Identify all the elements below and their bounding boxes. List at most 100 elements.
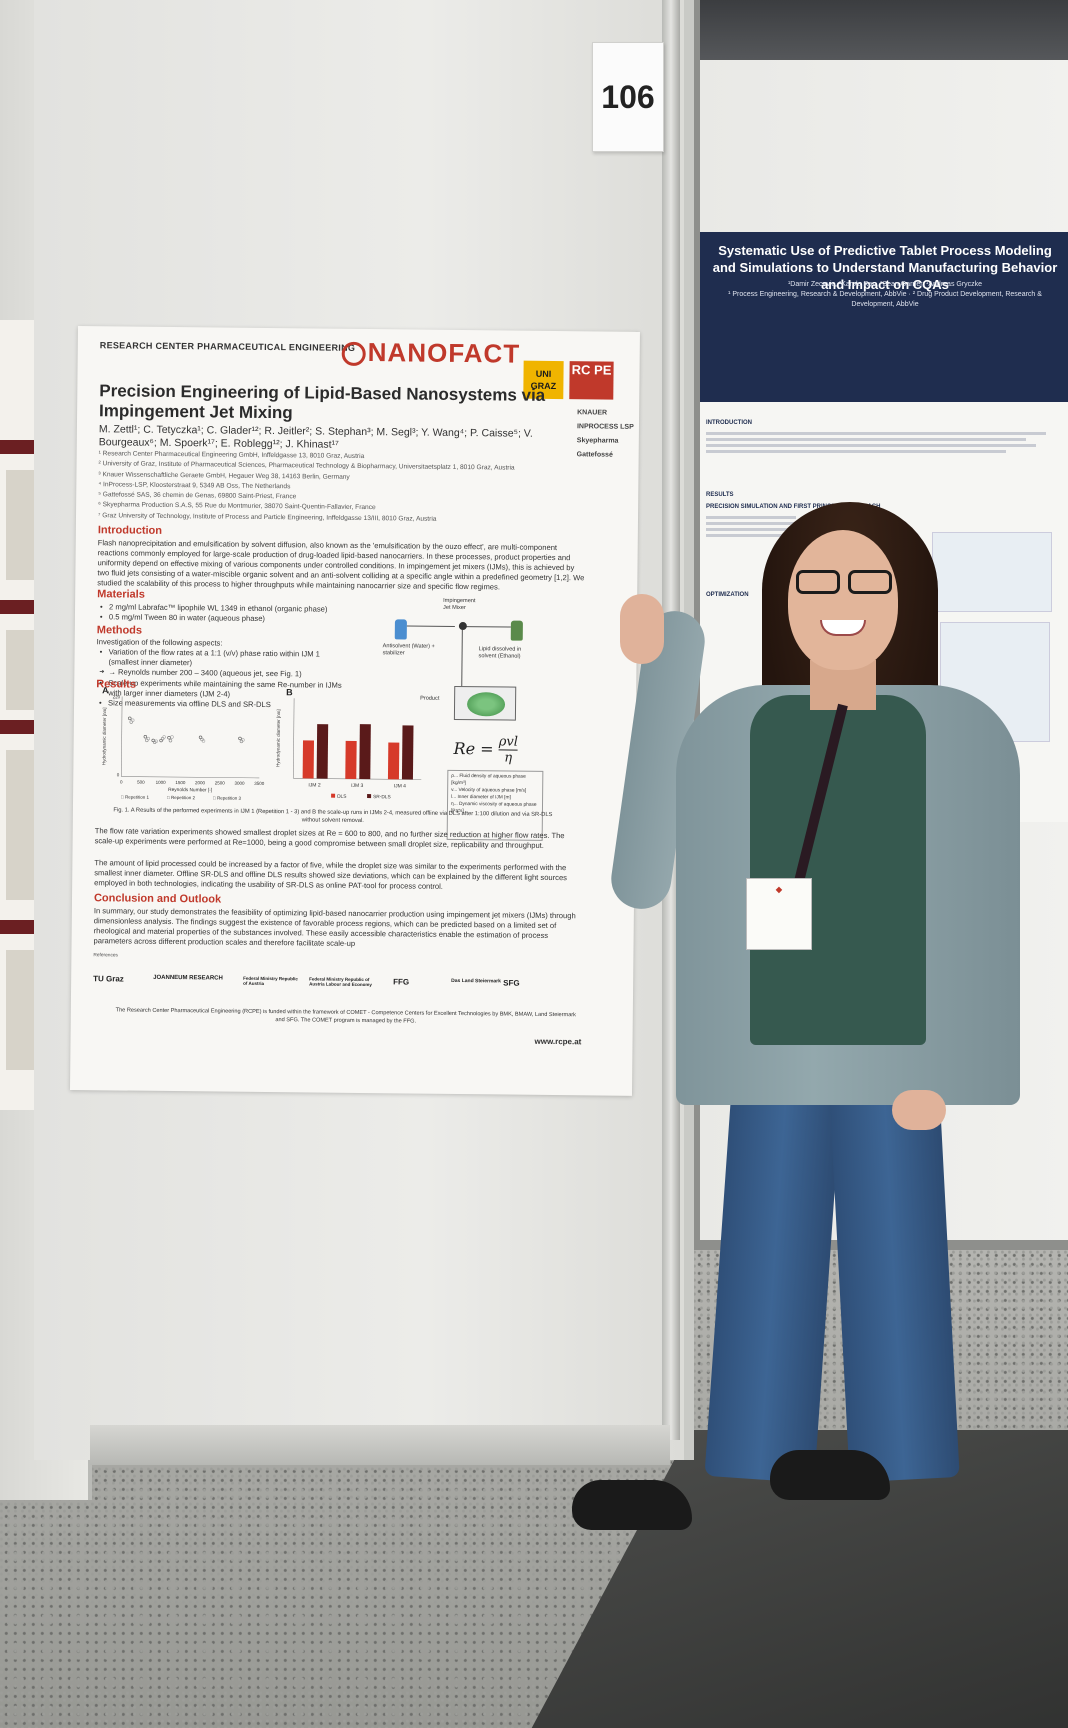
mixer-icon [458, 622, 467, 631]
right-poster-header: Systematic Use of Predictive Tablet Proc… [700, 232, 1068, 402]
x-tick-label: 2000 [195, 780, 206, 785]
materials-list: 2 mg/ml Labrafac™ lipophile WL 1349 in e… [97, 602, 347, 625]
legend-entry: □ Repetition 2 [167, 795, 196, 800]
footer-logo: Das Land Steiermark [451, 977, 501, 985]
x-tick-label: 0 [120, 779, 123, 784]
scatter-point [146, 736, 151, 741]
intro-text: Flash nanoprecipitation and emulsificati… [97, 538, 585, 592]
x-axis [293, 777, 422, 780]
y-tick-label: 0 [117, 772, 120, 777]
bar [345, 740, 357, 779]
right-neighbor-poster: Systematic Use of Predictive Tablet Proc… [700, 232, 1068, 822]
rcpe-logo: RC PE [569, 361, 614, 400]
scatter-point [159, 738, 163, 743]
ceiling [700, 0, 1068, 70]
legend-entry: □ Repetition 3 [213, 795, 242, 800]
figure-b-bar: B Hydrodynamic diameter [nm] IJM 2 IJM 3 IJM… [275, 687, 422, 800]
glasses-icon [794, 570, 894, 596]
right-poster-section: OPTIMIZATION [706, 592, 749, 598]
right-poster-figure [932, 532, 1052, 612]
main-poster: RESEARCH CENTER PHARMACEUTICAL ENGINEERI… [69, 326, 640, 1096]
scatter-point [160, 737, 165, 741]
product-dish [453, 685, 517, 721]
research-center-label: RESEARCH CENTER PHARMACEUTICAL ENGINEERI… [99, 340, 356, 353]
methods-heading: Methods [96, 624, 143, 637]
x-tick-label: 1000 [156, 780, 167, 785]
footer-logo: JOANNEUM RESEARCH [153, 974, 223, 982]
right-poster-section: INTRODUCTION [706, 420, 752, 426]
x-tick-label: 2500 [215, 780, 226, 785]
water-bottle-icon [394, 619, 407, 640]
x-tick-label: 1500 [175, 780, 186, 785]
scatter-point [241, 738, 245, 742]
name-badge: ◆ [746, 878, 812, 950]
legend-entry: DLS [337, 794, 346, 800]
bar [401, 725, 414, 780]
scatter-point [162, 735, 166, 739]
left-hand [620, 594, 664, 664]
partner-logo: KNAUER [577, 409, 608, 417]
poster-title: Precision Engineering of Lipid-Based Nan… [99, 381, 546, 423]
scatter-point [154, 739, 158, 743]
legend-entry: SR-DLS [373, 794, 391, 800]
schematic-label: Impingement Jet Mixer [443, 597, 476, 612]
ethanol-bottle-icon [510, 620, 523, 641]
partner-logo: Skyepharma [576, 437, 619, 445]
funding-note: The Research Center Pharmaceutical Engin… [115, 1007, 577, 1025]
schematic-label: Lipid dissolved in solvent (Ethanol) [478, 646, 522, 660]
right-poster-section: PRECISION SIMULATION AND FIRST PRINCIPLE… [706, 504, 881, 510]
bar [316, 724, 329, 779]
partner-logo: Gattefossé [576, 451, 613, 459]
figure-a-scatter: A 0 500 1000 1500 2000 2500 3000 3500 Reynolds Nu… [101, 685, 265, 800]
scatter-point [168, 738, 173, 743]
footer-logos: TU Graz JOANNEUM RESEARCH Federal Minist… [93, 974, 613, 1003]
footer-logo: Federal Ministry Republic of Austria Lab… [309, 976, 372, 988]
bar [359, 724, 371, 780]
materials-heading: Materials [97, 588, 145, 601]
x-tick-label: IJM 4 [394, 783, 407, 789]
list-item: Variation of the flow rates at a 1:1 (v/… [96, 647, 346, 670]
footer-logo: SFG [503, 978, 520, 988]
right-poster-title: Systematic Use of Predictive Tablet Proc… [712, 243, 1058, 292]
bar [302, 740, 315, 779]
scatter-point [128, 716, 132, 721]
legend-entry: □ Repetition 1 [121, 794, 150, 799]
x-axis [121, 776, 260, 779]
booth-number: 106 [601, 78, 655, 115]
references: References [93, 953, 118, 959]
partner-logo: INPROCESS LSP [576, 423, 634, 431]
chart-a-title: A [102, 685, 109, 695]
scatter-point [143, 735, 148, 739]
x-tick-label: 500 [137, 780, 145, 785]
board-base [90, 1425, 670, 1465]
scatter-point [129, 720, 133, 724]
scatter-point [167, 736, 171, 740]
intro-heading: Introduction [97, 524, 163, 537]
scatter-point [151, 738, 155, 743]
x-tick-label: 3500 [254, 781, 265, 786]
presenter-person: ◆ [570, 490, 1050, 1570]
x-axis-label: Reynolds Number [-] [168, 787, 212, 793]
reynolds-formula: Re = ρvl η [453, 734, 519, 766]
nanofact-logo: NANOFACT [341, 337, 520, 370]
y-axis [120, 696, 123, 777]
face [788, 530, 898, 670]
figure-caption: Fig. 1. A Results of the performed exper… [113, 807, 553, 825]
poster-affiliations: ¹ Research Center Pharmaceutical Enginee… [97, 450, 515, 523]
x-tick-label: IJM 2 [308, 782, 321, 788]
y-axis-label: Hydrodynamic diameter [nm] [101, 708, 107, 766]
scatter-point [131, 718, 135, 722]
footer-logo: FFG [393, 977, 410, 987]
footer-logo: Federal Ministry Republic of Austria [243, 975, 298, 986]
y-axis-label: Hydrodynamic diameter [nm] [275, 709, 281, 767]
results-text: The amount of lipid processed could be i… [94, 858, 568, 891]
legend-swatch [331, 793, 336, 798]
right-shoe [770, 1450, 890, 1500]
results-text: The flow rate variation experiments show… [94, 826, 565, 850]
schematic-label: Antisolvent (Water) + stabilizer [382, 643, 435, 657]
right-poster-section: RESULTS [706, 492, 734, 498]
right-hand [892, 1090, 946, 1130]
scatter-point [145, 738, 149, 743]
scatter-point [201, 739, 206, 743]
scatter-point [238, 736, 242, 741]
